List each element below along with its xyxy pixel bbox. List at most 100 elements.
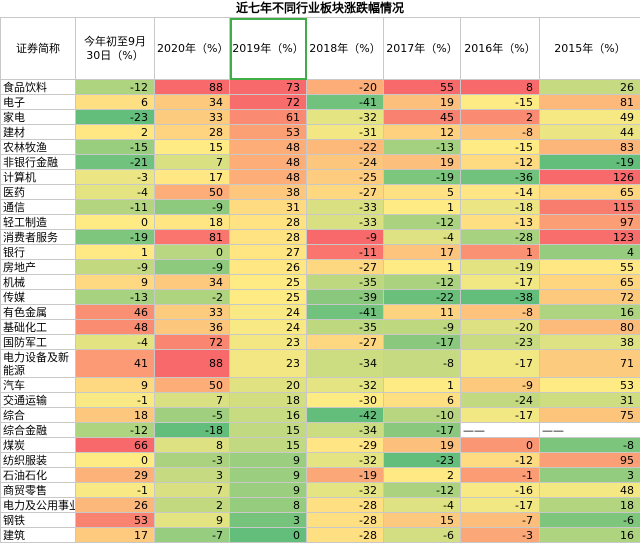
- row-name-cell[interactable]: 钢铁: [1, 513, 76, 528]
- value-cell[interactable]: 1: [384, 260, 461, 275]
- value-cell[interactable]: 1: [384, 200, 461, 215]
- value-cell[interactable]: 18: [230, 393, 307, 408]
- value-cell[interactable]: -41: [307, 305, 384, 320]
- row-name-cell[interactable]: 石油石化: [1, 468, 76, 483]
- value-cell[interactable]: -22: [384, 290, 461, 305]
- row-name-cell[interactable]: 有色金属: [1, 305, 76, 320]
- value-cell[interactable]: 9: [76, 275, 155, 290]
- value-cell[interactable]: -12: [384, 215, 461, 230]
- value-cell[interactable]: 18: [540, 498, 640, 513]
- value-cell[interactable]: 9: [230, 468, 307, 483]
- value-cell[interactable]: 24: [230, 320, 307, 335]
- value-cell[interactable]: -12: [461, 155, 540, 170]
- value-cell[interactable]: 81: [540, 95, 640, 110]
- value-cell[interactable]: 28: [230, 230, 307, 245]
- value-cell[interactable]: -14: [461, 185, 540, 200]
- value-cell[interactable]: 2: [461, 110, 540, 125]
- value-cell[interactable]: 29: [76, 468, 155, 483]
- value-cell[interactable]: -25: [307, 170, 384, 185]
- value-cell[interactable]: 33: [155, 305, 230, 320]
- value-cell[interactable]: 18: [76, 408, 155, 423]
- value-cell[interactable]: 19: [384, 438, 461, 453]
- value-cell[interactable]: 27: [230, 245, 307, 260]
- value-cell[interactable]: 48: [540, 483, 640, 498]
- value-cell[interactable]: 115: [540, 200, 640, 215]
- row-name-cell[interactable]: 建材: [1, 125, 76, 140]
- value-cell[interactable]: 11: [384, 305, 461, 320]
- value-cell[interactable]: 66: [76, 438, 155, 453]
- row-name-cell[interactable]: 房地产: [1, 260, 76, 275]
- value-cell[interactable]: -35: [307, 320, 384, 335]
- value-cell[interactable]: -29: [307, 438, 384, 453]
- value-cell[interactable]: 48: [76, 320, 155, 335]
- value-cell[interactable]: 97: [540, 215, 640, 230]
- value-cell[interactable]: -15: [76, 140, 155, 155]
- value-cell[interactable]: -12: [76, 423, 155, 438]
- value-cell[interactable]: -8: [461, 305, 540, 320]
- value-cell[interactable]: -17: [384, 335, 461, 350]
- value-cell[interactable]: 41: [76, 350, 155, 378]
- value-cell[interactable]: -7: [461, 513, 540, 528]
- row-name-cell[interactable]: 煤炭: [1, 438, 76, 453]
- value-cell[interactable]: -12: [76, 80, 155, 95]
- value-cell[interactable]: 31: [540, 393, 640, 408]
- value-cell[interactable]: -2: [155, 290, 230, 305]
- value-cell[interactable]: -19: [384, 170, 461, 185]
- value-cell[interactable]: -22: [307, 140, 384, 155]
- value-cell[interactable]: -7: [155, 528, 230, 543]
- value-cell[interactable]: -6: [384, 528, 461, 543]
- value-cell[interactable]: -24: [461, 393, 540, 408]
- value-cell[interactable]: 3: [230, 513, 307, 528]
- value-cell[interactable]: 19: [384, 155, 461, 170]
- value-cell[interactable]: -10: [384, 408, 461, 423]
- value-cell[interactable]: 0: [461, 438, 540, 453]
- value-cell[interactable]: 53: [230, 125, 307, 140]
- value-cell[interactable]: -35: [307, 275, 384, 290]
- row-name-cell[interactable]: 商贸零售: [1, 483, 76, 498]
- value-cell[interactable]: -31: [307, 125, 384, 140]
- value-cell[interactable]: 50: [155, 185, 230, 200]
- value-cell[interactable]: 48: [230, 170, 307, 185]
- value-cell[interactable]: 9: [230, 453, 307, 468]
- value-cell[interactable]: -32: [307, 378, 384, 393]
- value-cell[interactable]: -19: [307, 468, 384, 483]
- value-cell[interactable]: 9: [155, 513, 230, 528]
- value-cell[interactable]: 4: [540, 245, 640, 260]
- value-cell[interactable]: 1: [384, 378, 461, 393]
- row-name-cell[interactable]: 传媒: [1, 290, 76, 305]
- value-cell[interactable]: 1: [76, 245, 155, 260]
- value-cell[interactable]: -17: [461, 498, 540, 513]
- value-cell[interactable]: 50: [155, 378, 230, 393]
- value-cell[interactable]: ——: [461, 423, 540, 438]
- value-cell[interactable]: -32: [307, 453, 384, 468]
- value-cell[interactable]: -4: [384, 498, 461, 513]
- row-name-cell[interactable]: 汽车: [1, 378, 76, 393]
- value-cell[interactable]: -3: [76, 170, 155, 185]
- value-cell[interactable]: -17: [384, 423, 461, 438]
- value-cell[interactable]: 5: [384, 185, 461, 200]
- value-cell[interactable]: -15: [461, 140, 540, 155]
- value-cell[interactable]: 73: [230, 80, 307, 95]
- value-cell[interactable]: 17: [76, 528, 155, 543]
- row-name-cell[interactable]: 非银行金融: [1, 155, 76, 170]
- value-cell[interactable]: -9: [155, 200, 230, 215]
- value-cell[interactable]: 72: [155, 335, 230, 350]
- value-cell[interactable]: -21: [76, 155, 155, 170]
- value-cell[interactable]: 15: [230, 423, 307, 438]
- value-cell[interactable]: 28: [230, 215, 307, 230]
- value-cell[interactable]: 71: [540, 350, 640, 378]
- value-cell[interactable]: -23: [76, 110, 155, 125]
- value-cell[interactable]: 48: [230, 155, 307, 170]
- value-cell[interactable]: 8: [230, 498, 307, 513]
- value-cell[interactable]: -33: [307, 215, 384, 230]
- row-name-cell[interactable]: 电力设备及新能源: [1, 350, 76, 378]
- value-cell[interactable]: 80: [540, 320, 640, 335]
- value-cell[interactable]: 36: [155, 320, 230, 335]
- value-cell[interactable]: 61: [230, 110, 307, 125]
- value-cell[interactable]: -8: [540, 438, 640, 453]
- value-cell[interactable]: 48: [230, 140, 307, 155]
- value-cell[interactable]: 20: [230, 378, 307, 393]
- value-cell[interactable]: -34: [307, 423, 384, 438]
- value-cell[interactable]: -28: [307, 528, 384, 543]
- value-cell[interactable]: 3: [155, 468, 230, 483]
